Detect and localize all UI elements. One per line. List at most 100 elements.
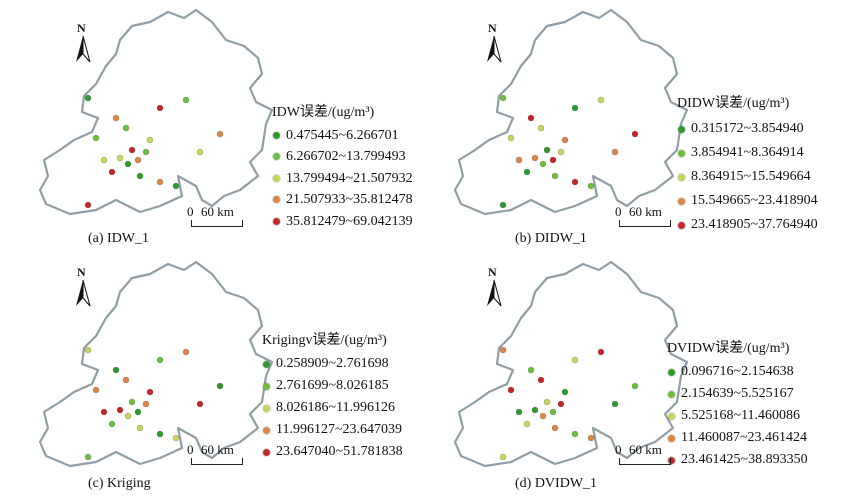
map-panel-a: N IDW误差/(ug/m³) 0.475445~6.266701 6.2667… bbox=[0, 0, 425, 252]
station-marker bbox=[499, 94, 507, 102]
station-marker bbox=[216, 130, 224, 138]
scale-bar: 0 60 km bbox=[615, 442, 685, 472]
station-marker bbox=[108, 168, 116, 176]
legend-item: 23.461425~38.893350 bbox=[667, 449, 808, 471]
map-panel-b: N DIDW误差/(ug/m³) 0.315172~3.854940 3.854… bbox=[415, 0, 840, 252]
station-marker bbox=[136, 172, 144, 180]
legend-item: 23.647040~51.781838 bbox=[262, 441, 403, 463]
legend-swatch bbox=[273, 196, 280, 204]
station-marker bbox=[515, 156, 523, 164]
legend-item: 0.258909~2.761698 bbox=[262, 353, 403, 375]
legend-swatch bbox=[273, 131, 280, 139]
station-marker bbox=[116, 406, 124, 414]
station-marker bbox=[100, 408, 108, 416]
station-marker bbox=[172, 434, 180, 442]
station-marker bbox=[551, 172, 559, 180]
legend-item: 6.266702~13.799493 bbox=[272, 146, 413, 168]
scale-bar: 0 60 km bbox=[615, 204, 685, 234]
station-marker bbox=[531, 154, 539, 162]
station-marker bbox=[156, 430, 164, 438]
station-marker bbox=[122, 124, 130, 132]
station-marker bbox=[146, 388, 154, 396]
station-marker bbox=[543, 398, 551, 406]
legend-swatch bbox=[668, 456, 675, 464]
legend: IDW误差/(ug/m³) 0.475445~6.266701 6.266702… bbox=[272, 102, 413, 232]
station-marker bbox=[156, 356, 164, 364]
legend-swatch bbox=[263, 448, 270, 456]
legend-title: DIDW误差/(ug/m³) bbox=[677, 96, 790, 111]
station-marker bbox=[142, 148, 150, 156]
legend-item: 8.026186~11.996126 bbox=[262, 397, 403, 419]
legend-swatch bbox=[263, 360, 270, 368]
station-marker bbox=[571, 430, 579, 438]
region-outline bbox=[453, 8, 689, 216]
region-outline bbox=[38, 260, 274, 468]
station-marker bbox=[527, 366, 535, 374]
legend-item: 35.812479~69.042139 bbox=[272, 211, 413, 233]
map-panel-c: N Krigingv误差/(ug/m³) 0.258909~2.761698 2… bbox=[0, 252, 425, 504]
north-arrow-icon: N bbox=[483, 265, 505, 308]
legend-item: 3.854941~8.364914 bbox=[677, 141, 818, 165]
legend-swatch bbox=[678, 221, 685, 229]
panel-caption: (d) DVIDW_1 bbox=[515, 476, 598, 491]
legend-title: Krigingv误差/(ug/m³) bbox=[262, 333, 387, 348]
station-marker bbox=[557, 148, 565, 156]
station-marker bbox=[549, 156, 557, 164]
station-marker bbox=[527, 114, 535, 122]
legend-title: IDW误差/(ug/m³) bbox=[272, 105, 375, 120]
station-marker bbox=[507, 134, 515, 142]
station-marker bbox=[142, 400, 150, 408]
legend-item: 2.154639~5.525167 bbox=[667, 383, 808, 405]
legend-item: 8.364915~15.549664 bbox=[677, 165, 818, 189]
legend-item: 15.549665~23.418904 bbox=[677, 189, 818, 213]
station-marker bbox=[611, 400, 619, 408]
legend-item: 11.460087~23.461424 bbox=[667, 427, 808, 449]
station-marker bbox=[196, 400, 204, 408]
legend-swatch bbox=[678, 173, 685, 181]
station-marker bbox=[128, 398, 136, 406]
station-marker bbox=[84, 453, 92, 461]
station-marker bbox=[92, 386, 100, 394]
legend-item: 23.418905~37.764940 bbox=[677, 213, 818, 237]
legend-item: 13.799494~21.507932 bbox=[272, 168, 413, 190]
station-marker bbox=[84, 201, 92, 209]
station-marker bbox=[631, 382, 639, 390]
station-marker bbox=[539, 160, 547, 168]
station-marker bbox=[523, 420, 531, 428]
panel-caption: (c) Kriging bbox=[88, 476, 151, 491]
station-marker bbox=[182, 96, 190, 104]
station-marker bbox=[587, 182, 595, 190]
station-marker bbox=[515, 408, 523, 416]
station-marker bbox=[156, 104, 164, 112]
station-marker bbox=[156, 178, 164, 186]
station-marker bbox=[112, 366, 120, 374]
legend: DVIDW误差/(ug/m³) 0.096716~2.154638 2.1546… bbox=[667, 338, 808, 471]
station-marker bbox=[172, 182, 180, 190]
legend-swatch bbox=[678, 149, 685, 157]
station-marker bbox=[611, 148, 619, 156]
station-marker bbox=[597, 96, 605, 104]
legend-swatch bbox=[273, 174, 280, 182]
north-arrow-icon: N bbox=[483, 21, 505, 64]
region-outline bbox=[453, 260, 689, 468]
station-marker bbox=[597, 348, 605, 356]
station-marker bbox=[216, 382, 224, 390]
station-marker bbox=[543, 146, 551, 154]
panel-caption: (a) IDW_1 bbox=[88, 231, 150, 246]
station-marker bbox=[537, 376, 545, 384]
station-marker bbox=[631, 130, 639, 138]
station-marker bbox=[587, 434, 595, 442]
legend-swatch bbox=[678, 197, 685, 205]
north-arrow-icon: N bbox=[72, 265, 94, 308]
station-marker bbox=[112, 114, 120, 122]
map-panel-d: N DVIDW误差/(ug/m³) 0.096716~2.154638 2.15… bbox=[415, 252, 840, 504]
region-outline bbox=[38, 8, 274, 216]
legend-swatch bbox=[273, 153, 280, 161]
station-marker bbox=[499, 453, 507, 461]
station-marker bbox=[551, 424, 559, 432]
legend-swatch bbox=[263, 382, 270, 390]
station-marker bbox=[108, 420, 116, 428]
station-marker bbox=[571, 178, 579, 186]
station-marker bbox=[116, 154, 124, 162]
legend: DIDW误差/(ug/m³) 0.315172~3.854940 3.85494… bbox=[677, 92, 818, 237]
